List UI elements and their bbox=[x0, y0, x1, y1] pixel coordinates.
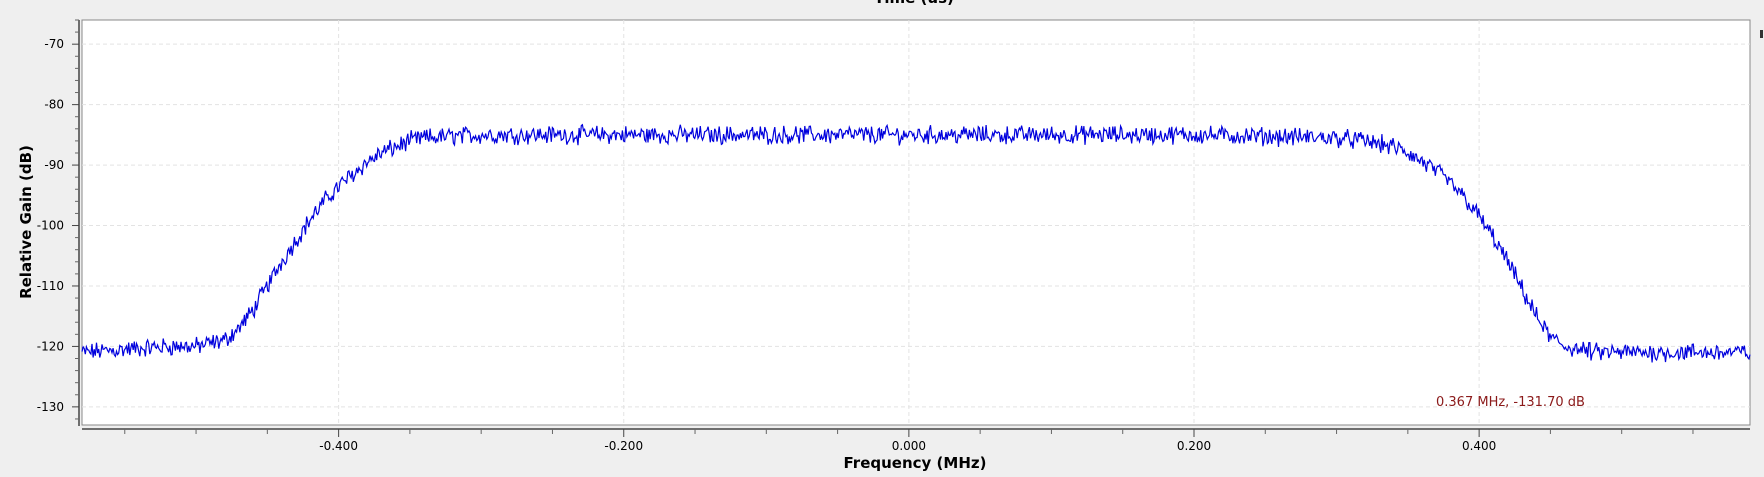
y-tick-label: -130 bbox=[37, 400, 64, 414]
right-edge-marker bbox=[1760, 30, 1763, 38]
x-tick-label: 0.200 bbox=[1177, 439, 1211, 453]
y-tick-label: -90 bbox=[44, 158, 64, 172]
y-axis-title: Relative Gain (dB) bbox=[17, 145, 35, 299]
top-axis-title: Time (us) bbox=[874, 0, 954, 7]
y-tick-label: -110 bbox=[37, 279, 64, 293]
x-axis: -0.400 -0.200 0.000 0.200 0.400 bbox=[124, 429, 1694, 453]
y-axis: -70 -80 -90 -100 -110 -120 -130 bbox=[37, 19, 79, 420]
y-tick-label: -80 bbox=[44, 98, 64, 112]
y-tick-label: -70 bbox=[44, 37, 64, 51]
x-tick-label: 0.400 bbox=[1462, 439, 1496, 453]
x-tick-label: -0.400 bbox=[319, 439, 358, 453]
plot-canvas[interactable] bbox=[81, 19, 1751, 426]
y-tick-label: -100 bbox=[37, 219, 64, 233]
cursor-readout: 0.367 MHz, -131.70 dB bbox=[1436, 395, 1585, 410]
x-axis-title: Frequency (MHz) bbox=[844, 454, 987, 472]
grid-lines bbox=[82, 20, 1750, 425]
x-tick-label: -0.200 bbox=[604, 439, 643, 453]
spectrum-series-line bbox=[81, 123, 1751, 363]
y-tick-label: -120 bbox=[37, 339, 64, 353]
x-tick-label: 0.000 bbox=[892, 439, 926, 453]
